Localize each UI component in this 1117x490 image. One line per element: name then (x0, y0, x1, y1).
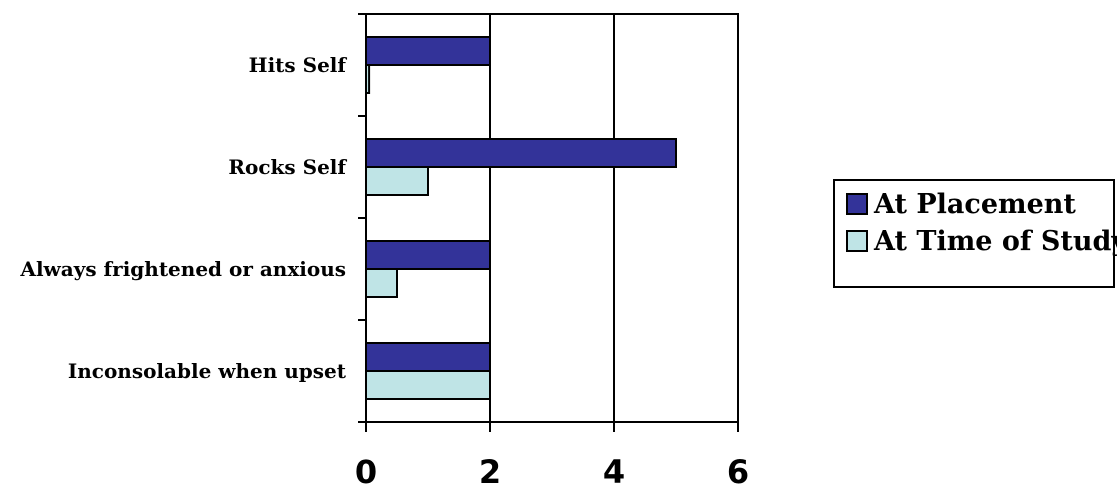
category-label: Always frightened or anxious (19, 257, 346, 281)
legend-label: At Time of Study (873, 226, 1117, 257)
legend-label: At Placement (873, 189, 1076, 220)
category-label: Hits Self (249, 53, 348, 77)
bars (365, 36, 677, 400)
bar-at-placement (365, 240, 491, 270)
x-tick-label: 0 (355, 453, 377, 490)
bar-at-placement (365, 342, 491, 372)
bar-at-placement (365, 36, 491, 66)
x-tick-label: 4 (603, 453, 625, 490)
x-tick-label: 2 (479, 453, 501, 490)
axes: Hits Self Rocks Self Always frightened or … (19, 13, 749, 490)
x-tick-label: 6 (727, 453, 749, 490)
bar-at-time-of-study (365, 64, 371, 94)
bar-at-time-of-study (365, 166, 429, 196)
legend-swatch (846, 230, 868, 252)
legend-swatch (846, 193, 868, 215)
category-label: Rocks Self (228, 155, 347, 179)
legend: At Placement At Time of Study (833, 179, 1117, 288)
bar-at-placement (365, 138, 677, 168)
category-label: Inconsolable when upset (68, 359, 347, 383)
bar-at-time-of-study (365, 370, 491, 400)
bar-at-time-of-study (365, 268, 398, 298)
legend-box (833, 179, 1115, 288)
